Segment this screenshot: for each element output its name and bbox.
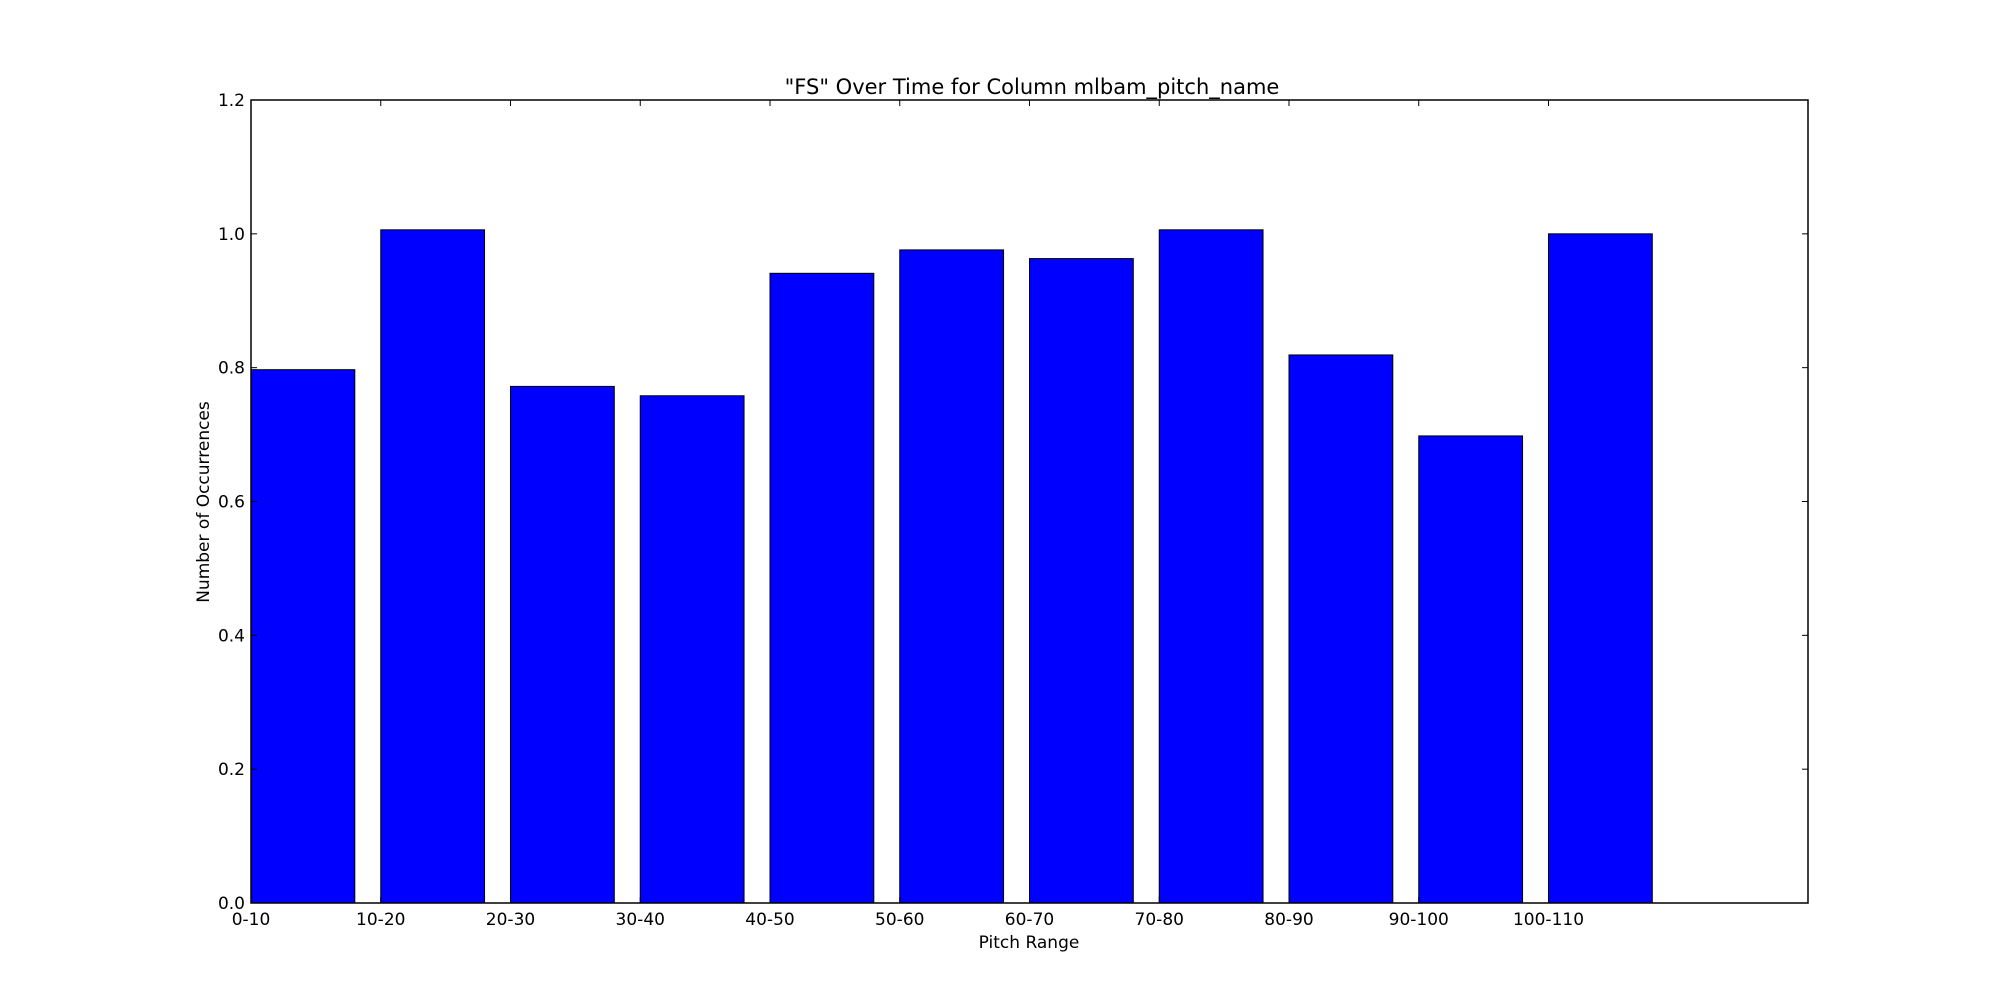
x-tick-label: 50-60 (875, 910, 924, 930)
y-tick-label: 0.4 (218, 626, 245, 646)
chart-title: "FS" Over Time for Column mlbam_pitch_na… (785, 75, 1280, 100)
x-tick-label: 10-20 (356, 910, 405, 930)
bar-90-100 (1418, 435, 1524, 904)
bar-80-90 (1288, 354, 1394, 904)
y-tick-label: 0.8 (218, 359, 245, 379)
bar-40-50 (769, 272, 875, 904)
y-tick-label: 1.0 (218, 225, 245, 245)
y-tick-label: 1.2 (218, 91, 245, 111)
x-tick-label: 60-70 (1005, 910, 1054, 930)
x-axis-label: Pitch Range (979, 933, 1080, 953)
x-tick-label: 0-10 (232, 910, 271, 930)
bar-20-30 (510, 385, 615, 904)
x-tick-label: 80-90 (1264, 910, 1313, 930)
x-tick-label: 90-100 (1389, 910, 1449, 930)
y-axis-label: Number of Occurrences (194, 401, 214, 603)
bar-60-70 (1029, 258, 1134, 904)
x-tick-label: 100-110 (1513, 910, 1584, 930)
x-tick-label: 70-80 (1135, 910, 1184, 930)
y-tick-label: 0.2 (218, 760, 245, 780)
bar-0-10 (250, 369, 356, 904)
bar-50-60 (899, 249, 1005, 904)
x-tick-label: 30-40 (616, 910, 665, 930)
bar-30-40 (639, 395, 745, 904)
y-tick-label: 0.6 (218, 493, 245, 513)
bar-70-80 (1158, 229, 1264, 904)
bar-10-20 (380, 229, 486, 904)
y-tick-label: 0.0 (218, 894, 245, 914)
x-tick-label: 20-30 (486, 910, 535, 930)
x-tick-label: 40-50 (745, 910, 794, 930)
y-axis-ticks: 0.0 0.2 0.4 0.6 0.8 1.0 1.2 (218, 91, 1808, 914)
x-axis-ticks: 0-10 10-20 20-30 30-40 40-50 50-60 60-70 70-80 8… (232, 100, 1584, 930)
bars-layer (250, 229, 1653, 904)
bar-100-110 (1548, 233, 1653, 904)
